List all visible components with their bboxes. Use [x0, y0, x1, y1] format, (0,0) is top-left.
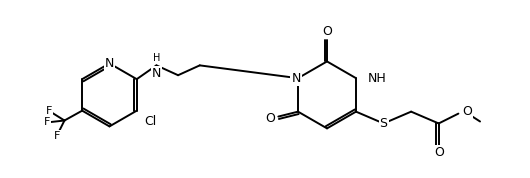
Text: S: S	[379, 117, 387, 130]
Text: Cl: Cl	[144, 115, 157, 128]
Text: O: O	[266, 112, 276, 125]
Text: F: F	[46, 106, 52, 116]
Text: N: N	[152, 67, 161, 80]
Text: N: N	[292, 72, 301, 85]
Text: O: O	[322, 25, 332, 38]
Text: F: F	[43, 117, 50, 127]
Text: NH: NH	[368, 72, 386, 85]
Text: N: N	[105, 57, 114, 70]
Text: O: O	[434, 146, 444, 159]
Text: F: F	[54, 131, 60, 141]
Text: O: O	[462, 105, 472, 118]
Text: H: H	[153, 53, 160, 63]
